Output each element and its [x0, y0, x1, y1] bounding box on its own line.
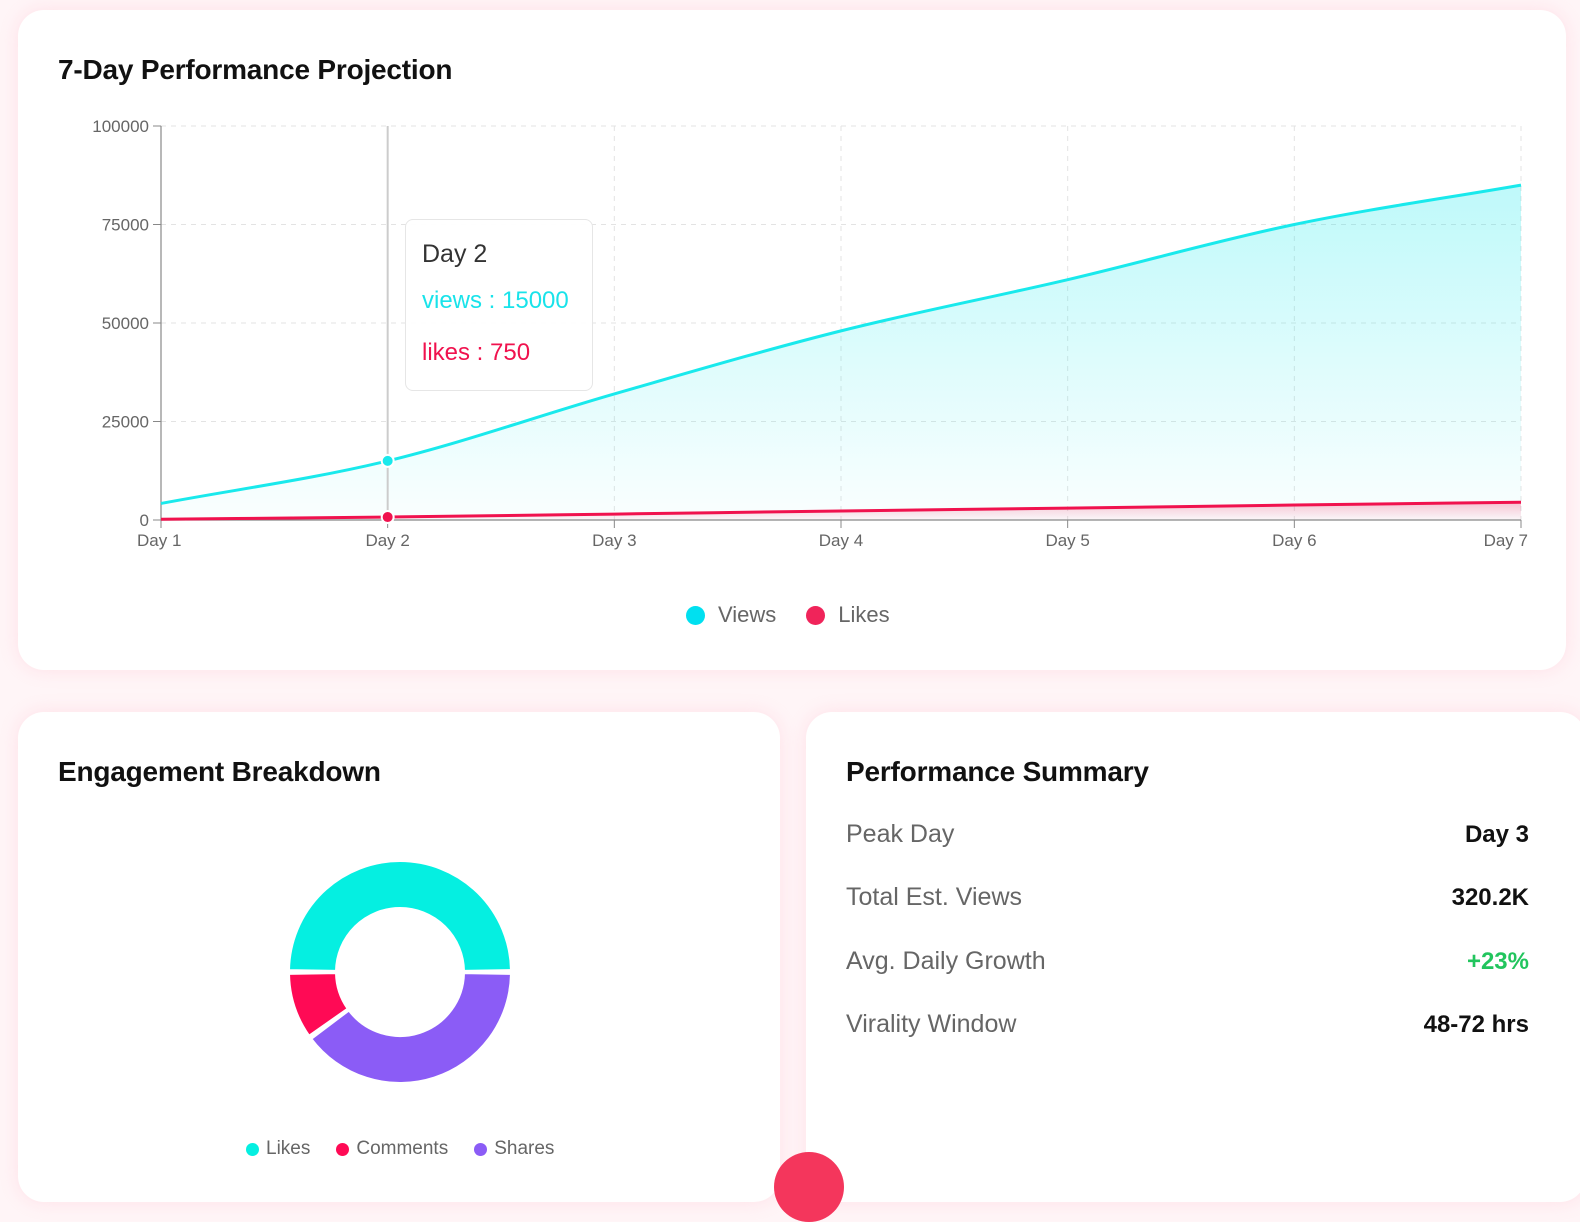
summary-label: Avg. Daily Growth	[846, 947, 1046, 976]
pie-legend-label-comments: Comments	[356, 1138, 448, 1160]
pie-legend-dot-comments	[336, 1143, 349, 1156]
engagement-legend: Likes Comments Shares	[246, 1138, 580, 1160]
legend-dot-views	[686, 606, 705, 625]
x-tick-label: Day 5	[1045, 531, 1089, 550]
summary-label: Peak Day	[846, 820, 954, 849]
legend-label-views: Views	[718, 602, 776, 628]
y-tick-label: 100000	[92, 117, 149, 136]
summary-value: Day 3	[1465, 821, 1529, 849]
pie-legend-item-shares[interactable]: Shares	[474, 1138, 554, 1160]
x-tick-label: Day 2	[365, 531, 409, 550]
x-tick-label: Day 4	[819, 531, 863, 550]
x-tick-label: Day 1	[137, 531, 181, 550]
engagement-card: Engagement Breakdown Likes Comments Shar…	[18, 712, 780, 1202]
series-area-views	[161, 185, 1521, 520]
donut-slice-likes	[289, 861, 511, 971]
pie-legend-dot-likes	[246, 1143, 259, 1156]
pie-legend-label-likes: Likes	[266, 1138, 310, 1160]
y-tick-label: 75000	[102, 216, 149, 235]
y-tick-label: 0	[140, 511, 149, 530]
donut-slice-shares	[311, 973, 511, 1083]
chart-tooltip: Day 2 views : 15000 likes : 750	[405, 219, 593, 391]
summary-row-virality-window: Virality Window 48-72 hrs	[846, 1010, 1529, 1039]
x-tick-label: Day 7	[1484, 531, 1528, 550]
x-tick-label: Day 3	[592, 531, 636, 550]
summary-value: 48-72 hrs	[1424, 1011, 1529, 1039]
summary-label: Virality Window	[846, 1010, 1016, 1039]
data-point-likes	[382, 511, 394, 523]
floating-action-button[interactable]	[774, 1152, 844, 1222]
legend-dot-likes	[806, 606, 825, 625]
pie-legend-dot-shares	[474, 1143, 487, 1156]
x-tick-label: Day 6	[1272, 531, 1316, 550]
projection-legend: Views Likes	[686, 602, 920, 628]
engagement-donut-chart[interactable]	[18, 712, 780, 1132]
y-tick-label: 25000	[102, 413, 149, 432]
projection-line-chart[interactable]: 0 25000 50000 75000 100000 Day 1 Day 2 Day 3 Day…	[18, 10, 1566, 590]
pie-legend-label-shares: Shares	[494, 1138, 554, 1160]
summary-row-total-views: Total Est. Views 320.2K	[846, 883, 1529, 912]
summary-title: Performance Summary	[846, 756, 1149, 788]
data-point-views	[382, 455, 394, 467]
summary-value: 320.2K	[1452, 884, 1529, 912]
summary-row-peak-day: Peak Day Day 3	[846, 820, 1529, 849]
summary-card: Performance Summary Peak Day Day 3 Total…	[806, 712, 1580, 1202]
pie-legend-item-likes[interactable]: Likes	[246, 1138, 310, 1160]
summary-row-daily-growth: Avg. Daily Growth +23%	[846, 947, 1529, 976]
legend-item-views[interactable]: Views	[686, 602, 776, 628]
y-tick-label: 50000	[102, 314, 149, 333]
tooltip-title: Day 2	[422, 240, 576, 269]
pie-legend-item-comments[interactable]: Comments	[336, 1138, 448, 1160]
summary-value: +23%	[1467, 948, 1529, 976]
tooltip-views: views : 15000	[422, 287, 576, 315]
summary-label: Total Est. Views	[846, 883, 1022, 912]
legend-label-likes: Likes	[838, 602, 889, 628]
legend-item-likes[interactable]: Likes	[806, 602, 889, 628]
tooltip-likes: likes : 750	[422, 339, 576, 367]
